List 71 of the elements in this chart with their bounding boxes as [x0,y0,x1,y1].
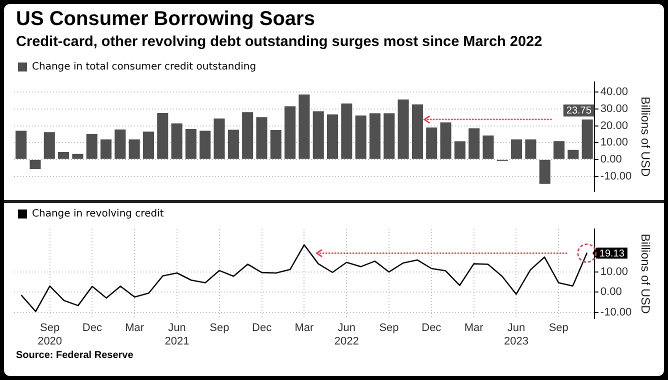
bar [30,160,41,170]
bar [128,139,140,159]
x-tick-label: Sep [210,322,230,334]
x-tick-label: Sep [548,322,568,334]
bar [326,114,338,159]
y-axis-title: Billions of USD [638,96,652,178]
bar [384,113,395,159]
bar [242,112,254,159]
bar [114,129,126,159]
y-tick-label: 10.00 [600,266,628,278]
y-tick-label: 20.00 [600,120,628,132]
bar [525,139,536,159]
bar [157,112,168,159]
x-tick-label: Sep [379,322,399,334]
x-tick-label: Mar [125,322,144,334]
bar [468,128,480,159]
bar [454,141,466,159]
bar [582,119,593,159]
y-axis-title: Billions of USD [638,234,652,314]
bar [44,132,55,159]
bar [171,123,182,159]
bar [440,122,452,159]
data-label: 19.13 [599,248,625,260]
y-tick-label: -10.00 [600,306,632,319]
bar [369,113,381,159]
bar [72,154,84,159]
y-tick-label: -10.00 [600,170,632,182]
x-tick-label: Dec [252,322,272,334]
y-tick-label: 40.00 [600,86,628,98]
bar [539,160,550,184]
x-tick-label: Dec [82,322,102,334]
x-tick-label: Mar [294,322,314,334]
bar [58,152,70,159]
legend-label: Change in total consumer credit outstanding [32,62,256,73]
legend-label: Change in revolving credit [32,208,164,220]
bar [398,100,409,159]
bar [554,141,565,159]
bar [270,130,282,159]
bar [228,130,239,159]
source-note: Source: Federal Reserve [16,350,134,361]
bar [86,134,98,159]
bar [341,104,352,159]
bar [16,130,27,159]
y-tick-label: 10.00 [600,136,628,149]
bar [185,128,196,159]
bar [200,130,211,159]
x-tick-label: Sep 2020 [38,322,62,348]
bar [298,94,310,159]
bar [568,150,579,159]
chart-subtitle: Credit-card, other revolving debt outstanding surges most since March 2022 [16,34,542,50]
bar [355,115,366,159]
y-tick-label: 0.00 [600,153,622,166]
data-label: 23.75 [566,106,592,117]
bar [142,132,154,159]
x-tick-label: Mar [464,322,484,334]
x-tick-label: Jun 2023 [504,322,528,348]
bar [256,117,268,159]
x-tick-label: Jun 2021 [164,322,190,348]
x-tick-label: Dec [422,322,442,334]
bar [284,106,296,159]
bar [482,136,494,159]
chart-title: US Consumer Borrowing Soars [16,8,315,31]
bar [214,118,225,159]
y-tick-label: 30.00 [600,102,628,115]
bar [412,104,423,159]
bar [511,139,522,159]
bar [426,127,438,159]
bar [100,139,112,159]
y-tick-label: 0.00 [600,286,622,298]
bar [312,111,324,159]
x-tick-label: Jun 2022 [334,322,359,348]
